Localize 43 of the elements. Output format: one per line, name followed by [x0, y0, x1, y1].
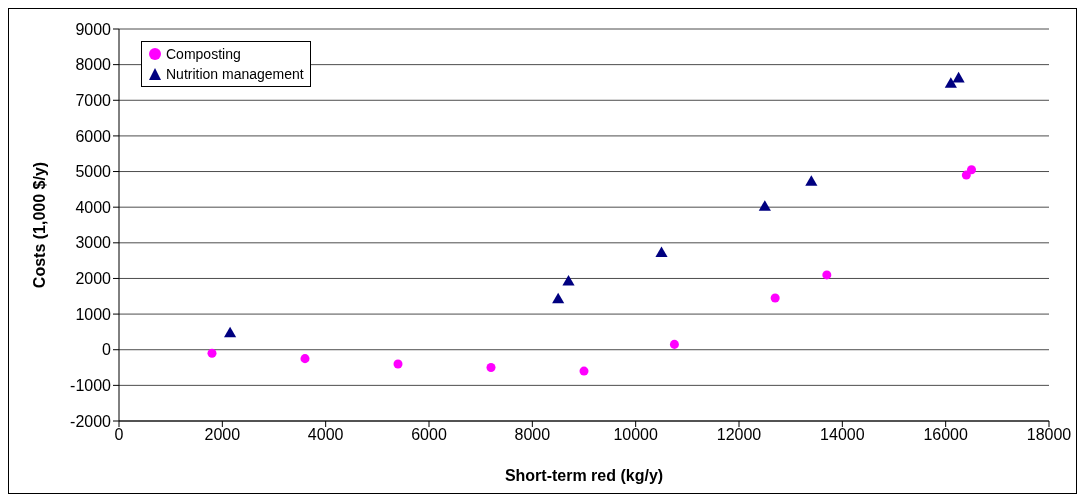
- y-tick-label: 7000: [75, 91, 112, 109]
- y-tick-label: 2000: [75, 270, 112, 288]
- point: [770, 293, 780, 303]
- x-tick-label: 6000: [411, 426, 447, 444]
- x-tick-label: 16000: [923, 426, 969, 444]
- y-tick-label: -1000: [70, 377, 112, 395]
- point: [655, 246, 668, 258]
- y-tick-label: 9000: [75, 20, 112, 38]
- point: [805, 175, 818, 186]
- x-tick-label: 14000: [820, 426, 865, 444]
- y-tick-label: 4000: [75, 198, 112, 216]
- x-tick-label: 8000: [514, 426, 551, 444]
- point: [300, 354, 310, 364]
- y-tick-label: 6000: [75, 127, 112, 145]
- point: [952, 71, 965, 83]
- legend-label: Nutrition management: [166, 65, 304, 84]
- point: [552, 292, 565, 304]
- y-tick-label: 0: [102, 341, 112, 359]
- y-tick-label: 3000: [75, 234, 112, 252]
- point: [669, 339, 679, 349]
- point: [944, 77, 957, 88]
- point: [562, 275, 575, 286]
- y-tick-label: -2000: [70, 412, 112, 430]
- x-tick-label: 4000: [307, 426, 344, 444]
- x-tick-label: 0: [114, 426, 124, 444]
- y-axis-title: Costs (1,000 $/y): [30, 161, 48, 289]
- x-tick-label: 12000: [716, 426, 762, 444]
- point: [224, 326, 237, 338]
- point: [486, 363, 496, 373]
- x-tick-label: 18000: [1026, 426, 1072, 444]
- point: [393, 359, 403, 369]
- y-tick-label: 1000: [75, 305, 112, 323]
- x-tick-label: 2000: [204, 426, 241, 444]
- point: [579, 366, 589, 376]
- legend-label: Composting: [166, 45, 241, 64]
- x-tick-label: 10000: [613, 426, 659, 444]
- y-tick-label: 5000: [75, 163, 112, 181]
- point: [207, 348, 217, 358]
- y-tick-label: 8000: [75, 56, 112, 74]
- x-axis-title: Short-term red (kg/y): [504, 467, 664, 484]
- point: [966, 165, 977, 175]
- point: [758, 200, 771, 211]
- point: [822, 270, 832, 280]
